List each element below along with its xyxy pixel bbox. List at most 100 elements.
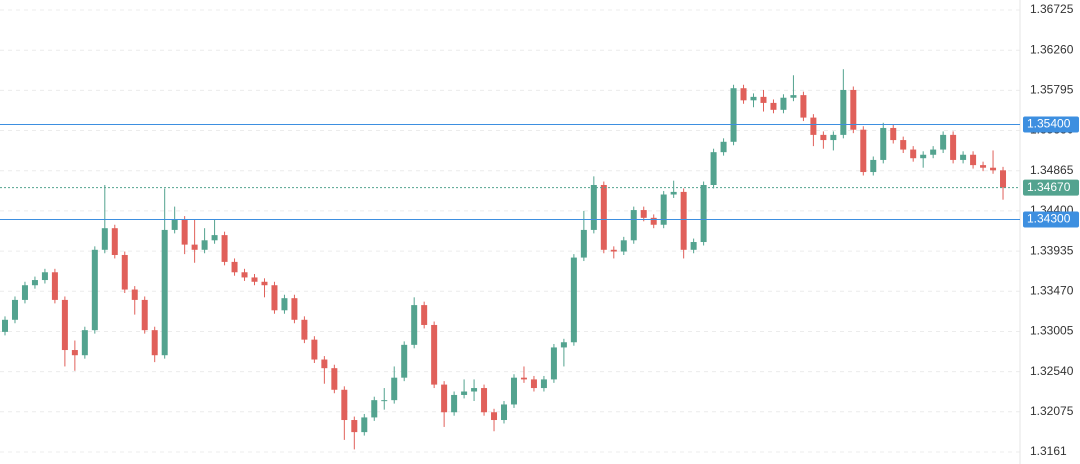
candle-body bbox=[860, 129, 867, 173]
candle-body bbox=[850, 89, 857, 130]
candle-body bbox=[191, 244, 198, 250]
candle-body bbox=[371, 400, 378, 418]
candle-body bbox=[830, 134, 837, 141]
candle-body bbox=[670, 191, 677, 195]
candle-body bbox=[820, 134, 827, 141]
candle-body bbox=[750, 96, 757, 101]
candle-body bbox=[1000, 170, 1007, 188]
candle-body bbox=[910, 149, 917, 159]
candle-body bbox=[920, 154, 927, 159]
candle-body bbox=[510, 377, 517, 405]
candle-body bbox=[401, 344, 408, 378]
candle-body bbox=[560, 342, 567, 348]
candle-body bbox=[451, 394, 458, 413]
candle-body bbox=[880, 127, 887, 160]
candle-body bbox=[840, 89, 847, 135]
candle-body bbox=[580, 229, 587, 258]
candle-body bbox=[590, 184, 597, 230]
candle-body bbox=[441, 384, 448, 413]
y-tick-label: 1.33935 bbox=[1030, 243, 1074, 257]
y-tick-label: 1.35795 bbox=[1030, 83, 1074, 97]
candle-body bbox=[680, 191, 687, 250]
y-tick-label: 1.36260 bbox=[1030, 42, 1074, 56]
candle-body bbox=[960, 154, 967, 160]
candle-body bbox=[520, 377, 527, 380]
candle-body bbox=[251, 277, 258, 282]
candle-body bbox=[790, 95, 797, 98]
candle-body bbox=[391, 377, 398, 401]
candle-body bbox=[341, 389, 348, 421]
candle-body bbox=[940, 134, 947, 150]
candle-body bbox=[171, 219, 178, 230]
candle-body bbox=[760, 96, 767, 103]
y-tick-label: 1.34865 bbox=[1030, 163, 1074, 177]
candle-body bbox=[780, 97, 787, 110]
y-tick-label: 1.33005 bbox=[1030, 324, 1074, 338]
candle-body bbox=[710, 152, 717, 185]
candle-body bbox=[271, 285, 278, 311]
candle-body bbox=[700, 184, 707, 243]
candle-body bbox=[970, 154, 977, 166]
candle-body bbox=[810, 117, 817, 135]
candle-body bbox=[740, 88, 747, 101]
candle-body bbox=[221, 235, 228, 262]
candle-body bbox=[730, 88, 737, 142]
candle-body bbox=[71, 350, 78, 356]
price-label: 1.34670 bbox=[1027, 180, 1071, 194]
candle-body bbox=[101, 228, 108, 250]
candle-body bbox=[111, 228, 118, 255]
candle-body bbox=[151, 330, 158, 356]
candle-body bbox=[431, 324, 438, 385]
candle-body bbox=[620, 240, 627, 252]
candle-body bbox=[540, 379, 547, 389]
candle-body bbox=[870, 159, 877, 173]
candle-body bbox=[31, 280, 38, 286]
candle-body bbox=[381, 400, 388, 402]
price-label: 1.35400 bbox=[1027, 117, 1071, 131]
candle-body bbox=[950, 134, 957, 160]
candle-body bbox=[201, 240, 208, 250]
candle-body bbox=[141, 299, 148, 331]
candle-body bbox=[630, 210, 637, 241]
candle-body bbox=[51, 272, 58, 300]
candle-body bbox=[770, 102, 777, 110]
candle-body bbox=[91, 249, 98, 331]
candle-body bbox=[930, 149, 937, 155]
candle-body bbox=[181, 219, 188, 245]
y-tick-label: 1.32540 bbox=[1030, 364, 1074, 378]
candle-body bbox=[421, 305, 428, 325]
candle-body bbox=[321, 359, 328, 369]
candle-body bbox=[281, 298, 288, 311]
candle-body bbox=[640, 210, 647, 218]
candle-body bbox=[720, 141, 727, 153]
price-label-box bbox=[1023, 116, 1079, 133]
candle-body bbox=[990, 167, 997, 171]
candle-body bbox=[61, 299, 68, 351]
candle-body bbox=[211, 235, 218, 241]
y-tick-label: 1.36725 bbox=[1030, 2, 1074, 16]
candle-body bbox=[311, 339, 318, 360]
candle-body bbox=[361, 417, 368, 433]
candle-body bbox=[41, 272, 48, 281]
candle-body bbox=[530, 379, 537, 389]
candle-body bbox=[650, 217, 657, 225]
candle-body bbox=[660, 194, 667, 225]
candle-body bbox=[131, 289, 138, 300]
candle-body bbox=[351, 420, 358, 433]
y-tick-label: 1.3161 bbox=[1030, 444, 1067, 458]
candle-body bbox=[11, 299, 18, 320]
candle-body bbox=[81, 330, 88, 356]
candle-body bbox=[231, 261, 238, 273]
candle-body bbox=[161, 229, 168, 356]
candle-body bbox=[550, 347, 557, 380]
candle-body bbox=[261, 281, 268, 286]
candle-body bbox=[980, 165, 987, 168]
candle-body bbox=[121, 254, 128, 290]
candle-body bbox=[21, 285, 28, 300]
candle-body bbox=[690, 242, 697, 250]
candle-body bbox=[411, 305, 418, 345]
candle-body bbox=[491, 412, 498, 421]
candle-body bbox=[610, 249, 617, 252]
